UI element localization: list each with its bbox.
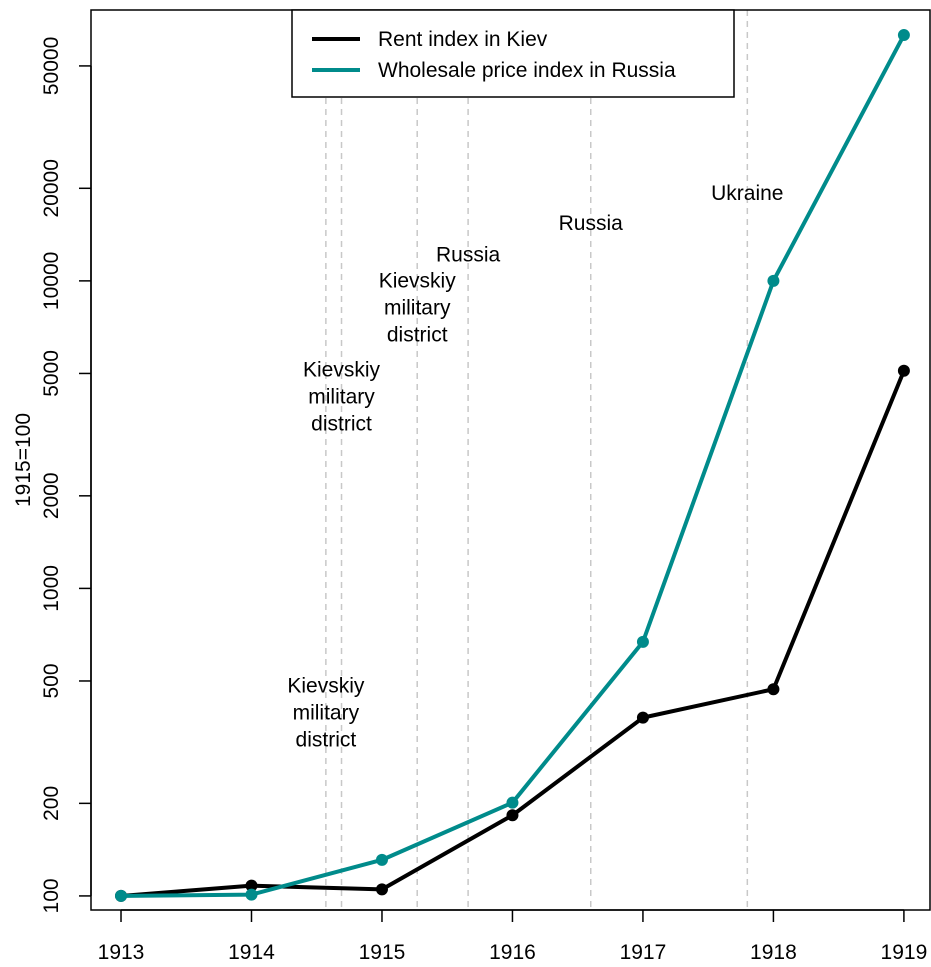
data-point [897, 364, 910, 377]
data-point [767, 683, 780, 696]
y-tick-label: 50000 [40, 37, 63, 95]
x-tick-label: 1914 [228, 941, 275, 964]
annotation-label: Ukraine [711, 182, 783, 205]
legend-label: Rent index in Kiev [378, 28, 548, 51]
x-tick-label: 1918 [750, 941, 797, 964]
y-tick-label: 10000 [40, 252, 63, 310]
data-point [375, 883, 388, 896]
y-tick-label: 200 [40, 786, 63, 821]
annotation-label: Kievskiy [287, 674, 365, 697]
data-point [245, 888, 258, 901]
annotation-label: military [293, 701, 360, 724]
annotation-label: district [387, 323, 448, 346]
legend-label: Wholesale price index in Russia [378, 59, 676, 82]
y-tick-label: 20000 [40, 159, 63, 217]
plot-frame [90, 9, 931, 911]
x-tick-label: 1917 [620, 941, 667, 964]
annotation-label: Russia [559, 212, 624, 235]
y-tick-label: 100 [40, 878, 63, 913]
data-point [897, 29, 910, 42]
data-point [375, 853, 388, 866]
vertical-event-lines [325, 10, 749, 910]
x-tick-label: 1913 [98, 941, 145, 964]
x-tick-label: 1915 [359, 941, 406, 964]
data-point [767, 274, 780, 287]
data-point [506, 809, 519, 822]
legend-box [291, 9, 735, 98]
data-point [636, 635, 649, 648]
y-tick-label: 1000 [40, 565, 63, 612]
annotation-label: Kievskiy [379, 269, 457, 292]
data-point [115, 889, 128, 902]
legend: Rent index in Kiev Wholesale price index … [291, 9, 735, 98]
y-tick-label: 5000 [40, 350, 63, 397]
annotation-label: Russia [436, 243, 501, 266]
data-point [506, 796, 519, 809]
data-point [245, 879, 258, 892]
x-axis: 1913 1914 1915 1916 1917 1918 1919 [98, 909, 928, 964]
annotation-label: district [311, 413, 372, 436]
y-tick-label: 500 [40, 663, 63, 698]
data-point [636, 711, 649, 724]
x-tick-label: 1919 [881, 941, 928, 964]
annotation-label: military [384, 296, 451, 319]
annotations: Kievskiy military district Kievskiy military… [287, 182, 783, 751]
y-axis: 100 200 500 1000 2000 5000 10000 20000 50000 [40, 37, 92, 913]
series-layer [115, 29, 910, 902]
y-axis-label: 1915=100 [12, 413, 35, 507]
series-line [120, 34, 906, 898]
y-tick-label: 2000 [40, 472, 63, 519]
x-tick-label: 1916 [489, 941, 536, 964]
annotation-label: military [308, 386, 375, 409]
annotation-label: district [296, 728, 357, 751]
annotation-label: Kievskiy [303, 359, 381, 382]
